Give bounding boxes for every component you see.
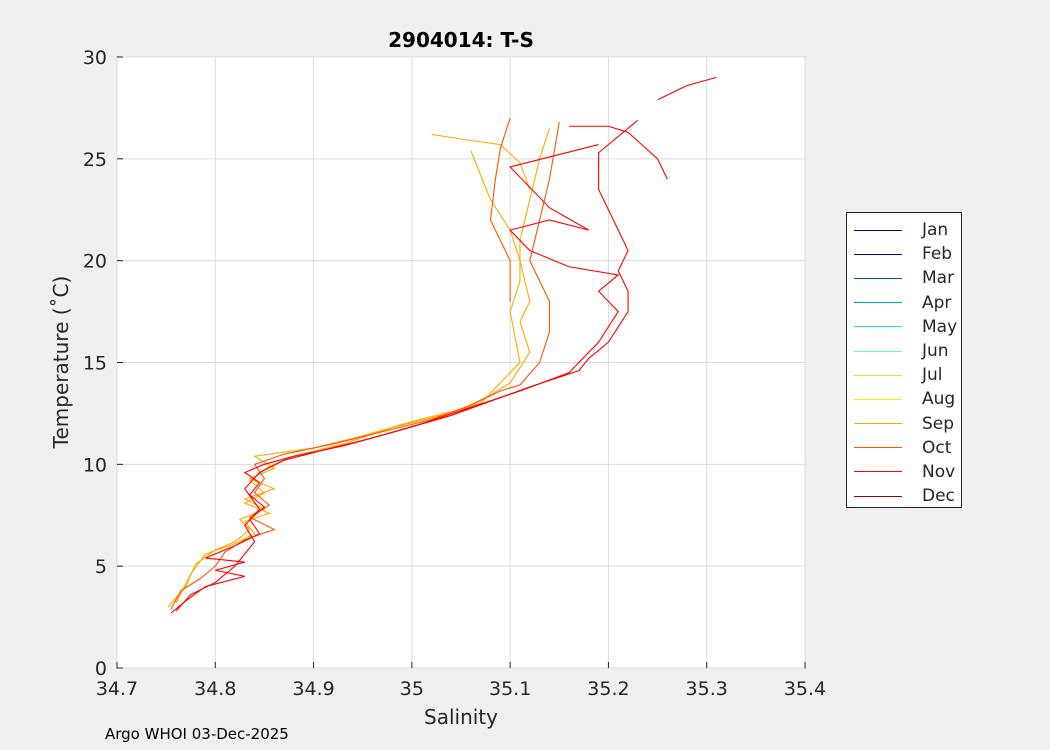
legend-label: Mar: [922, 268, 955, 289]
y-tick-label: 0: [95, 658, 107, 680]
y-tick-label: 25: [83, 149, 107, 171]
legend-label: Jul: [922, 365, 943, 386]
y-tick-label: 20: [83, 251, 107, 273]
legend-label: Feb: [922, 244, 953, 265]
y-axis-label: Temperature (˚C): [49, 276, 73, 450]
series-line-sep: [167, 150, 531, 608]
legend-entry-jan: Jan: [847, 218, 961, 242]
legend-line-swatch: [854, 302, 902, 304]
legend-entry-sep: Sep: [847, 412, 961, 436]
series-line-nov: [657, 76, 717, 101]
legend-line-swatch: [854, 471, 902, 473]
legend-entry-aug: Aug: [847, 387, 961, 411]
y-tick-label: 10: [83, 454, 107, 476]
legend-label: Jun: [922, 341, 949, 362]
x-tick-label: 34.9: [292, 678, 334, 700]
legend-line-swatch: [854, 253, 902, 255]
legend-entry-jul: Jul: [847, 363, 961, 387]
x-tick-label: 35.2: [587, 678, 629, 700]
legend-line-swatch: [854, 447, 902, 449]
legend-label: Oct: [922, 437, 952, 458]
x-tick-label: 35.3: [686, 678, 728, 700]
legend-entry-dec: Dec: [847, 484, 961, 508]
legend-entry-jun: Jun: [847, 339, 961, 363]
chart-title: 2904014: T-S: [388, 28, 534, 52]
y-tick-label: 5: [95, 556, 107, 578]
legend-label: Dec: [922, 486, 955, 507]
x-tick-label: 35.1: [489, 678, 531, 700]
y-tick-label: 15: [83, 353, 107, 375]
series-line-oct: [489, 117, 511, 302]
legend-line-swatch: [854, 229, 902, 231]
legend-line-swatch: [854, 398, 902, 400]
legend-label: Jan: [922, 220, 949, 241]
footer-credit: Argo WHOI 03-Dec-2025: [105, 725, 289, 743]
legend-entry-feb: Feb: [847, 242, 961, 266]
legend-label: Apr: [922, 292, 952, 313]
series-line-oct: [170, 122, 560, 610]
series-line-nov: [175, 144, 620, 612]
legend-line-swatch: [854, 326, 902, 328]
x-tick-label: 35.4: [784, 678, 826, 700]
legend-entry-apr: Apr: [847, 291, 961, 315]
series-line-nov: [569, 125, 668, 180]
series-line-sep: [431, 133, 531, 190]
legend-label: Aug: [922, 389, 956, 410]
legend-entry-mar: Mar: [847, 266, 961, 290]
legend-line-swatch: [854, 495, 902, 497]
legend-line-swatch: [854, 423, 902, 425]
x-axis-label: Salinity: [424, 705, 498, 729]
legend-entry-oct: Oct: [847, 436, 961, 460]
legend-line-swatch: [854, 374, 902, 376]
y-tick-label: 30: [83, 47, 107, 69]
legend-line-swatch: [854, 277, 902, 279]
legend-label: Nov: [922, 461, 956, 482]
legend-entry-may: May: [847, 315, 961, 339]
legend-entry-nov: Nov: [847, 460, 961, 484]
x-tick-label: 35: [400, 678, 424, 700]
x-tick-label: 34.7: [96, 678, 138, 700]
legend-line-swatch: [854, 350, 902, 352]
legend-label: May: [922, 316, 958, 337]
legend: Jan Feb Mar Apr May Jun Jul Aug Sep Oct Nov Dec: [846, 212, 962, 508]
legend-label: Sep: [922, 413, 955, 434]
x-tick-label: 34.8: [194, 678, 236, 700]
